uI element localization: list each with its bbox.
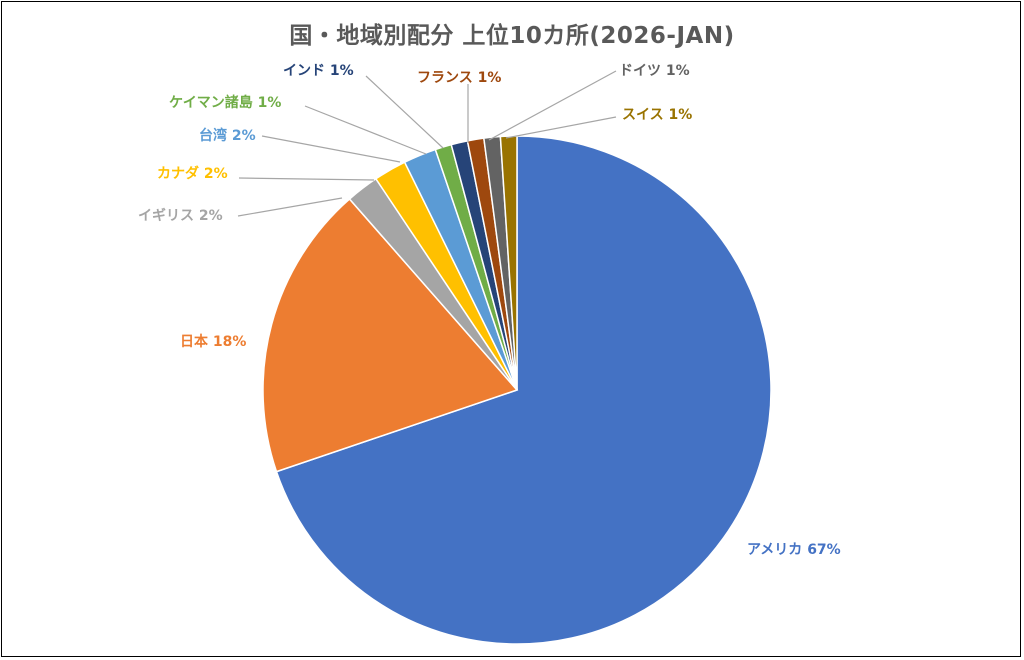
pie-slice-1: [275, 135, 772, 645]
slice-label-7: インド 1%: [283, 63, 354, 79]
slice-label-value: 1%: [258, 95, 282, 111]
slice-label-value: 1%: [478, 70, 502, 86]
chart-title: 国・地域別配分 上位10カ所(2026-JAN): [289, 23, 735, 49]
slice-label-5: 台湾 2%: [199, 127, 256, 144]
leader-line-4: [238, 177, 375, 181]
slice-label-6: ケイマン諸島 1%: [169, 94, 281, 111]
slice-label-value: 2%: [199, 208, 223, 224]
leader-line-5: [261, 135, 401, 163]
slice-label-name: フランス: [417, 70, 478, 86]
leader-line-3: [237, 197, 343, 217]
slice-label-10: スイス 1%: [622, 107, 692, 123]
slice-label-value: 18%: [213, 334, 247, 350]
slice-label-8: フランス 1%: [417, 70, 501, 86]
slice-label-value: 1%: [666, 63, 690, 79]
slice-label-2: 日本 18%: [180, 333, 246, 350]
slice-label-name: スイス: [622, 107, 668, 123]
slice-label-value: 1%: [668, 107, 692, 123]
slice-label-name: イギリス: [138, 207, 199, 224]
leader-line-9: [488, 70, 617, 141]
slice-label-name: カナダ: [157, 165, 204, 182]
slice-label-value: 67%: [807, 542, 841, 558]
slice-label-value: 2%: [232, 128, 256, 144]
slice-label-name: アメリカ: [747, 542, 807, 558]
slice-label-3: イギリス 2%: [138, 207, 223, 224]
slice-label-name: 台湾: [199, 127, 232, 144]
slice-label-value: 1%: [330, 63, 354, 79]
slice-labels: アメリカ 67%日本 18%イギリス 2%カナダ 2%台湾 2%ケイマン諸島 1…: [138, 63, 841, 558]
leader-lines: [237, 70, 617, 217]
leader-line-6: [304, 105, 427, 155]
slice-label-1: アメリカ 67%: [747, 542, 841, 558]
slice-label-4: カナダ 2%: [157, 165, 228, 182]
slice-label-name: 日本: [180, 333, 213, 350]
slice-label-value: 2%: [204, 166, 228, 182]
slice-label-name: ドイツ: [619, 63, 666, 79]
slice-label-name: インド: [283, 63, 330, 79]
leader-line-10: [505, 116, 617, 139]
pie-slice-2: [262, 197, 519, 473]
slice-label-9: ドイツ 1%: [619, 63, 690, 79]
leader-line-7: [365, 75, 444, 149]
slice-label-name: ケイマン諸島: [169, 94, 258, 111]
pie-slices: [262, 135, 772, 645]
